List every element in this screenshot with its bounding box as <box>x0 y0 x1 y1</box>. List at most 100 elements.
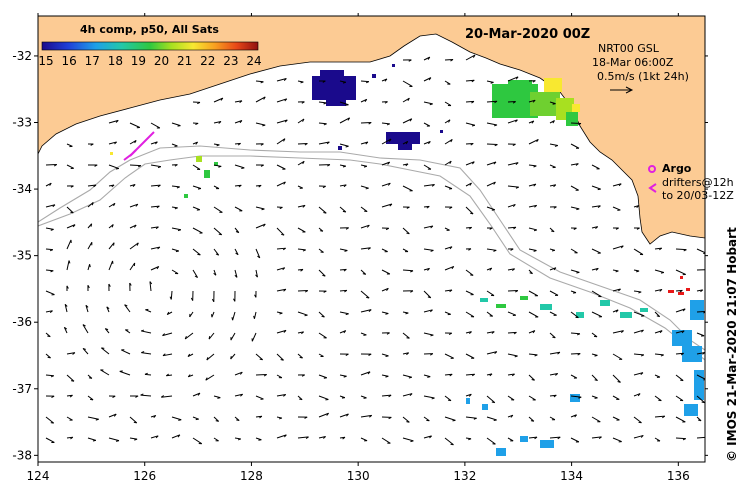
current-arrow <box>276 98 288 103</box>
current-arrow <box>129 282 132 292</box>
current-arrow <box>570 143 580 149</box>
current-arrow <box>234 184 242 188</box>
current-arrow <box>206 353 215 361</box>
current-arrow <box>591 436 602 440</box>
current-arrow <box>633 290 642 294</box>
current-arrow <box>465 437 472 441</box>
current-arrow <box>64 303 68 313</box>
current-arrow <box>402 227 410 235</box>
current-arrow <box>549 311 557 316</box>
current-arrow <box>339 80 346 84</box>
current-arrow <box>444 138 453 145</box>
current-arrow <box>339 353 349 356</box>
current-arrow <box>633 372 644 376</box>
sst-patch-green-west <box>110 152 218 198</box>
current-arrow <box>507 248 514 251</box>
map-title: 20-Mar-2020 00Z <box>465 27 590 42</box>
sst-patch-cold-north <box>312 64 395 106</box>
current-arrow <box>255 223 266 229</box>
current-arrow <box>528 120 535 124</box>
current-arrow <box>318 80 326 83</box>
current-arrow <box>213 248 220 256</box>
current-arrow <box>654 330 663 334</box>
current-arrow <box>570 353 581 356</box>
current-arrow <box>528 227 538 232</box>
current-arrow <box>255 395 264 400</box>
current-arrow <box>190 290 194 301</box>
current-arrow <box>251 332 257 342</box>
current-arrow <box>360 164 368 168</box>
x-axis-ticks: 124 126 128 130 132 134 136 <box>27 13 690 483</box>
current-arrow <box>255 122 266 127</box>
current-info-line2: 18-Mar 06:00Z <box>592 56 674 69</box>
current-arrow <box>360 247 371 250</box>
current-arrow <box>696 269 705 272</box>
current-arrow <box>192 206 201 211</box>
current-arrow <box>507 185 519 189</box>
current-arrow <box>549 101 556 105</box>
current-arrow <box>150 164 162 169</box>
current-arrow <box>402 311 409 315</box>
current-arrow <box>423 267 430 271</box>
current-arrow <box>612 416 620 421</box>
current-arrow <box>570 290 577 294</box>
current-arrow <box>570 395 582 399</box>
current-arrow <box>45 182 52 187</box>
current-arrow <box>234 371 243 376</box>
current-arrow <box>423 416 430 422</box>
current-arrow <box>423 77 432 82</box>
current-arrow <box>444 353 454 359</box>
current-arrow <box>591 185 601 191</box>
x-tick-label: 134 <box>560 469 583 483</box>
current-arrow <box>486 181 496 187</box>
current-arrow <box>339 143 349 148</box>
current-arrow <box>87 374 93 379</box>
current-arrow <box>675 248 687 252</box>
current-arrow <box>140 393 152 397</box>
current-arrow <box>465 311 475 318</box>
current-arrow <box>129 395 139 398</box>
current-arrow <box>570 437 580 443</box>
current-arrow <box>297 395 303 401</box>
current-arrow <box>507 226 517 230</box>
current-arrow <box>423 141 431 145</box>
colorbar-tick-label: 24 <box>246 54 261 68</box>
current-arrow <box>66 416 73 421</box>
current-arrow <box>276 434 287 439</box>
current-info-line1: NRT00 GSL <box>598 42 660 55</box>
colorbar-tick-label: 21 <box>177 54 192 68</box>
current-arrow <box>45 269 54 273</box>
current-arrow <box>255 206 265 211</box>
current-arrow <box>402 118 413 124</box>
current-arrow <box>591 395 598 399</box>
current-arrow <box>318 122 327 126</box>
current-arrow <box>423 56 431 61</box>
current-arrow <box>254 290 257 298</box>
current-arrow <box>66 394 73 398</box>
current-arrow <box>149 281 153 292</box>
current-arrow <box>444 160 452 166</box>
current-arrow <box>675 352 684 356</box>
current-arrow <box>654 247 663 251</box>
current-arrow <box>297 331 305 335</box>
current-arrow <box>444 289 453 293</box>
scale-arrowhead-icon <box>625 86 634 94</box>
current-arrow <box>465 182 472 187</box>
argo-legend: Argo drifters@12h to 20/03-12Z <box>648 162 734 202</box>
colorbar-tick-label: 19 <box>131 54 146 68</box>
current-arrow <box>633 269 640 273</box>
current-arrow <box>633 311 645 317</box>
current-arrow <box>145 308 152 313</box>
current-arrow <box>150 205 160 209</box>
current-arrow <box>255 269 258 278</box>
current-arrow <box>360 98 368 103</box>
current-arrow <box>381 78 388 82</box>
current-arrow <box>276 119 288 124</box>
current-arrow <box>612 330 624 334</box>
current-arrow <box>486 416 497 422</box>
current-arrow <box>166 311 173 316</box>
current-arrow <box>444 185 453 190</box>
current-arrow <box>486 351 498 355</box>
current-arrow <box>465 353 475 359</box>
current-arrow <box>108 202 116 208</box>
